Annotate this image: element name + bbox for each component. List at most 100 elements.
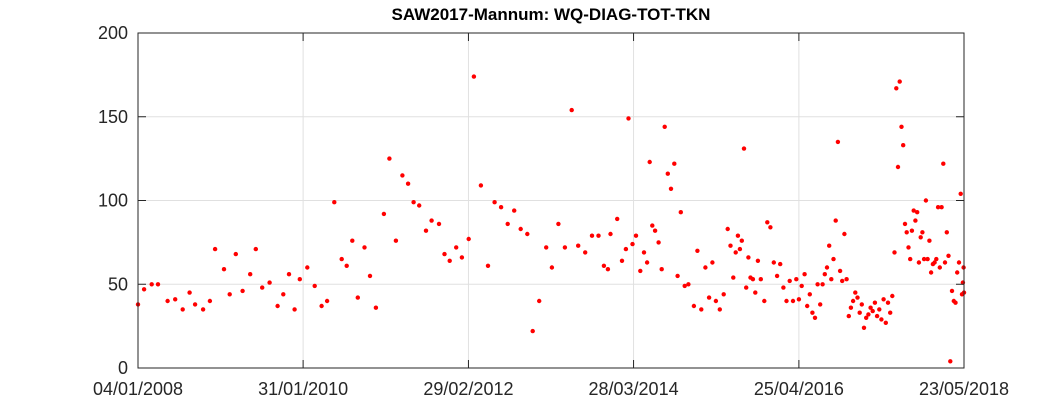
data-point (373, 305, 379, 310)
data-points (135, 74, 967, 364)
data-point (212, 246, 218, 252)
data-point (934, 256, 939, 262)
data-point (706, 295, 712, 300)
data-point (442, 251, 447, 257)
data-point (656, 240, 661, 245)
data-point (165, 298, 170, 304)
data-point (678, 210, 683, 215)
data-point (894, 86, 899, 91)
data-point (312, 283, 317, 289)
data-point (762, 298, 767, 304)
data-point (319, 303, 324, 309)
data-point (652, 228, 658, 233)
data-point (400, 173, 405, 178)
data-point (659, 267, 664, 272)
data-point (286, 272, 292, 277)
data-point (498, 205, 504, 210)
data-point (387, 156, 392, 161)
data-point (812, 315, 818, 320)
data-point (939, 205, 944, 210)
data-point (741, 146, 747, 151)
data-point (647, 159, 652, 165)
data-point (471, 74, 477, 79)
data-point (180, 307, 185, 312)
data-point (908, 256, 913, 262)
data-point (888, 310, 893, 315)
data-point (904, 230, 909, 235)
data-point (725, 226, 730, 232)
data-point (576, 243, 581, 248)
data-point (866, 312, 871, 317)
data-point (909, 228, 915, 233)
data-point (355, 295, 360, 300)
data-point (753, 290, 758, 295)
data-point (605, 267, 611, 272)
data-point (682, 283, 687, 289)
data-point (675, 273, 680, 279)
data-point (381, 211, 387, 217)
grid-lines (138, 33, 964, 368)
data-point (787, 278, 792, 284)
data-point (837, 268, 843, 274)
data-point (608, 231, 613, 237)
data-point (569, 107, 574, 113)
data-point (633, 233, 639, 238)
data-point (822, 272, 827, 277)
data-point (746, 255, 751, 260)
data-point (829, 277, 834, 282)
data-point (902, 221, 908, 227)
data-point (173, 297, 178, 302)
data-point (537, 298, 542, 304)
data-point (765, 220, 770, 225)
data-point (350, 238, 355, 243)
data-point (240, 288, 245, 294)
data-point (927, 238, 932, 243)
chart-title: SAW2017-Mannum: WQ-DIAG-TOT-TKN (391, 5, 711, 24)
data-point (796, 297, 802, 302)
data-point (731, 275, 736, 280)
data-point (619, 258, 625, 263)
data-point (668, 186, 674, 191)
data-point (737, 246, 743, 252)
data-point (937, 265, 942, 270)
data-point (505, 221, 510, 227)
data-point (906, 245, 911, 250)
data-point (344, 263, 349, 268)
data-point (525, 231, 530, 237)
data-point (544, 245, 549, 250)
data-point (447, 258, 452, 263)
data-point (549, 265, 555, 270)
data-point (459, 255, 465, 260)
data-point (815, 282, 820, 287)
data-point (784, 298, 789, 304)
data-point (466, 236, 471, 242)
data-point (850, 298, 856, 304)
data-point (530, 328, 535, 334)
data-point (518, 226, 523, 232)
data-point (623, 246, 629, 252)
data-point (187, 290, 192, 295)
data-point (686, 282, 691, 287)
data-point (810, 310, 815, 315)
data-point (920, 230, 925, 235)
data-point (842, 231, 847, 237)
data-point (928, 270, 934, 275)
y-tick-label: 0 (118, 358, 128, 378)
data-point (744, 285, 749, 290)
data-point (923, 198, 929, 203)
data-point (899, 124, 904, 129)
data-point (155, 282, 161, 287)
data-point (253, 246, 258, 252)
data-point (362, 245, 367, 250)
data-point (827, 243, 832, 248)
data-point (405, 181, 411, 186)
data-point (949, 288, 955, 294)
data-point (233, 251, 238, 257)
data-point (868, 305, 873, 310)
data-point (248, 272, 253, 277)
data-point (436, 221, 442, 227)
data-point (728, 243, 733, 248)
data-point (717, 307, 722, 312)
data-point (956, 260, 962, 265)
data-point (755, 258, 761, 263)
